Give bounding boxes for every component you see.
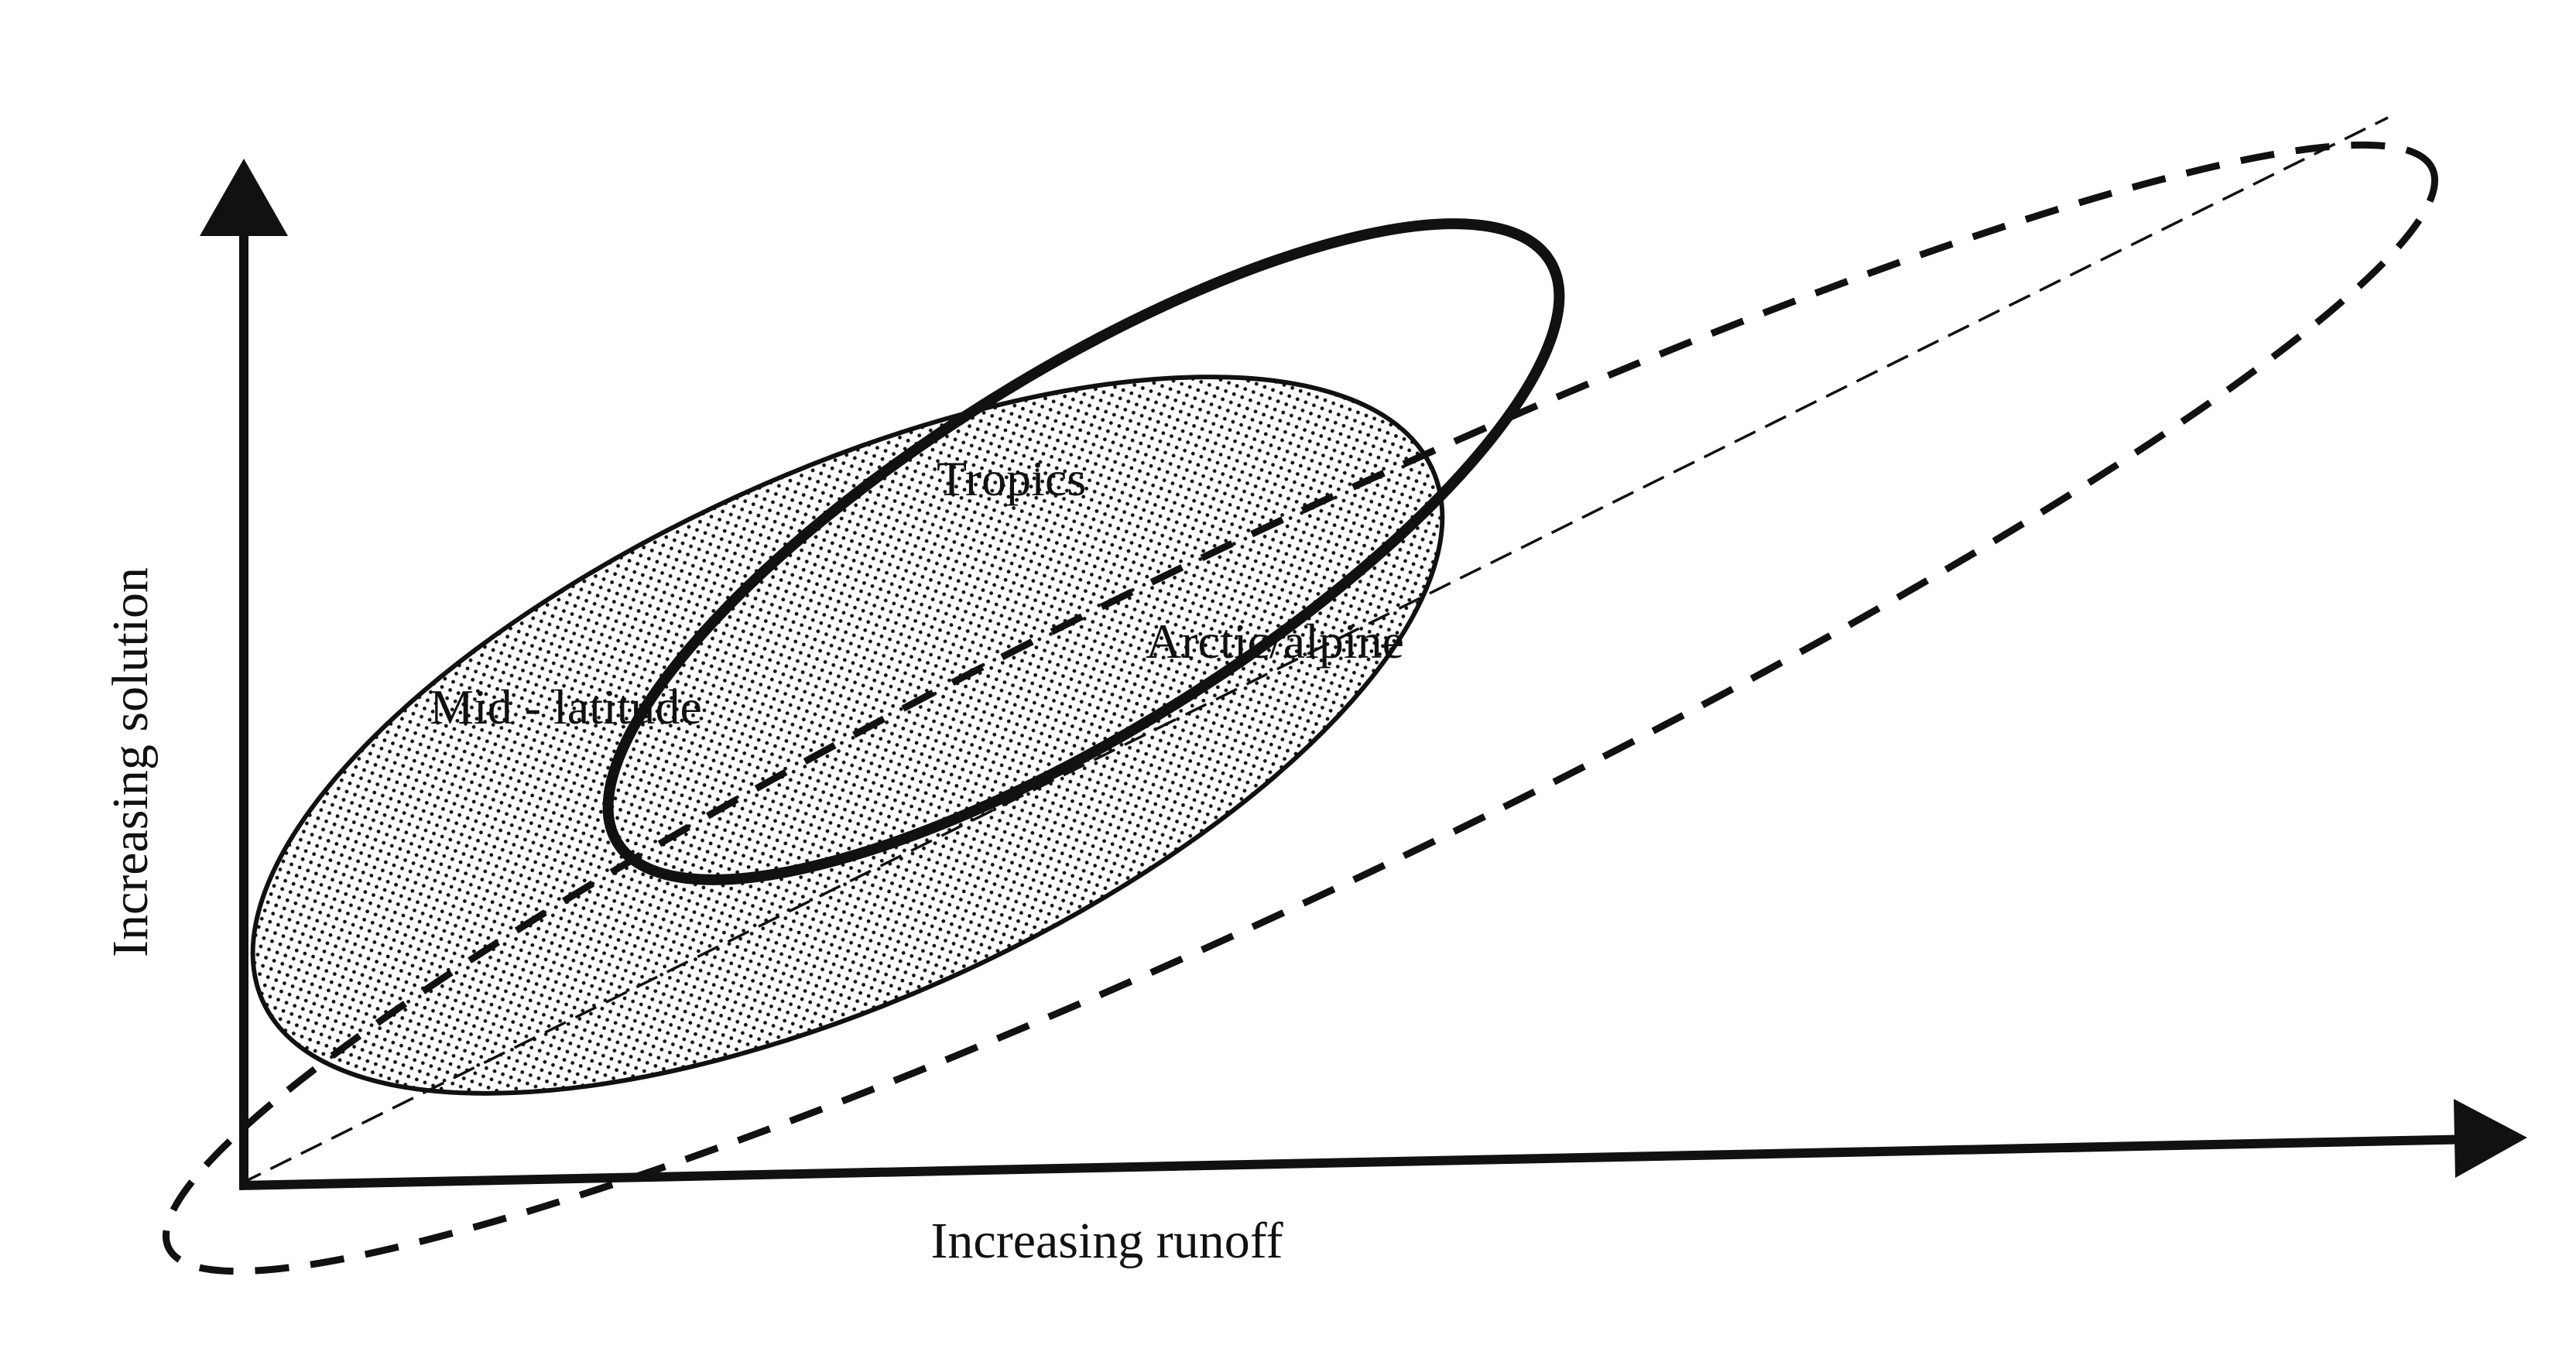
arctic-alpine-label: Arctic/alpine <box>1146 614 1404 669</box>
y-axis-title: Increasing solution <box>102 567 159 957</box>
tropics-region <box>602 218 1565 885</box>
arctic-alpine-region <box>162 141 2439 1275</box>
tropics-label: Tropics <box>937 451 1086 506</box>
mid-latitude-region <box>250 375 1445 1096</box>
x-axis <box>238 1134 2478 1190</box>
y-axis-arrowhead <box>200 159 288 236</box>
x-axis-arrowhead <box>2454 1099 2527 1178</box>
trend-line <box>239 116 2389 1186</box>
x-axis-title: Increasing runoff <box>930 1213 1283 1269</box>
mid-latitude-label: Mid - latitude <box>430 679 702 734</box>
